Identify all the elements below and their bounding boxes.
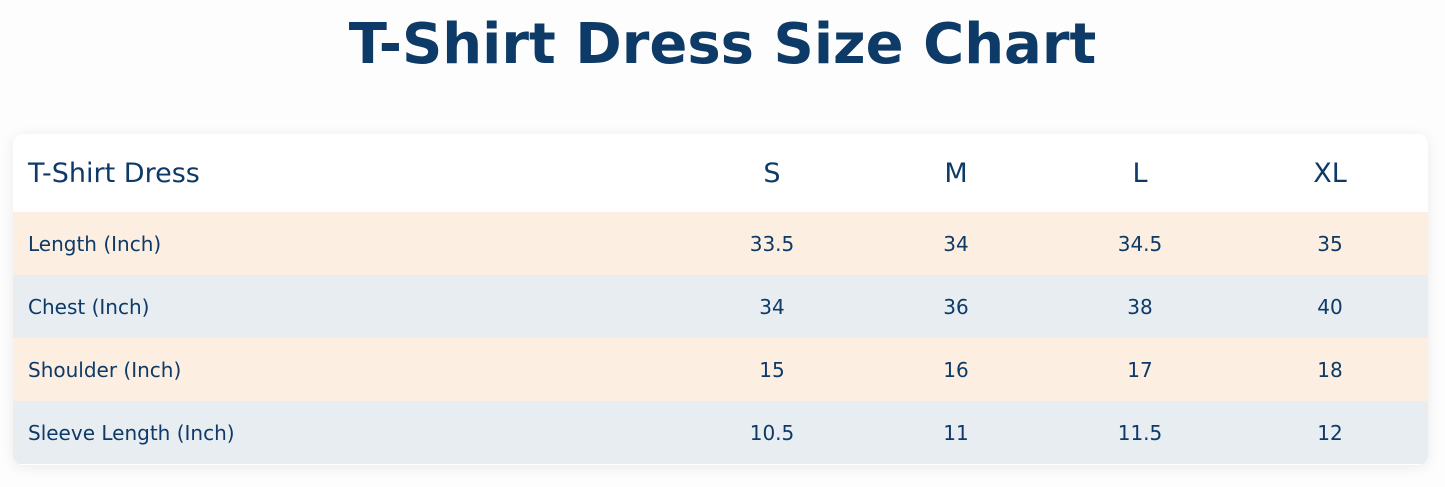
product-header: T-Shirt Dress <box>28 157 200 189</box>
measurement-value: 36 <box>864 275 1048 338</box>
measurement-value: 17 <box>1048 338 1232 401</box>
measurement-row: Sleeve Length (Inch) 10.5 11 11.5 12 <box>13 401 1428 464</box>
measurement-row: Chest (Inch) 34 36 38 40 <box>13 275 1428 338</box>
measurement-value: 18 <box>1232 338 1428 401</box>
measurement-value: 35 <box>1232 212 1428 275</box>
size-table-card: T-Shirt Dress S M L XL Length (Inch) 33.5 34 34… <box>13 134 1428 465</box>
measurement-value: 38 <box>1048 275 1232 338</box>
size-header: XL <box>1313 157 1347 189</box>
size-header: S <box>763 157 781 189</box>
size-header: M <box>944 157 968 189</box>
measurement-value: 15 <box>680 338 864 401</box>
header-row: T-Shirt Dress S M L XL <box>13 134 1428 212</box>
measurement-value: 12 <box>1232 401 1428 464</box>
measurement-value: 10.5 <box>680 401 864 464</box>
measurement-row: Length (Inch) 33.5 34 34.5 35 <box>13 212 1428 275</box>
measurement-value: 11 <box>864 401 1048 464</box>
measurement-row: Shoulder (Inch) 15 16 17 18 <box>13 338 1428 401</box>
measurement-value: 40 <box>1232 275 1428 338</box>
measurement-value: 34.5 <box>1048 212 1232 275</box>
measurement-value: 34 <box>680 275 864 338</box>
measurement-label: Length (Inch) <box>13 212 680 275</box>
measurement-value: 34 <box>864 212 1048 275</box>
measurement-value: 16 <box>864 338 1048 401</box>
title: T-Shirt Dress Size Chart <box>348 12 1097 77</box>
measurement-value: 33.5 <box>680 212 864 275</box>
size-header: L <box>1132 157 1148 189</box>
measurement-label: Sleeve Length (Inch) <box>13 401 680 464</box>
measurement-value: 11.5 <box>1048 401 1232 464</box>
size-table: T-Shirt Dress S M L XL Length (Inch) 33.5 34 34… <box>13 134 1428 464</box>
measurement-label: Chest (Inch) <box>13 275 680 338</box>
measurement-label: Shoulder (Inch) <box>13 338 680 401</box>
